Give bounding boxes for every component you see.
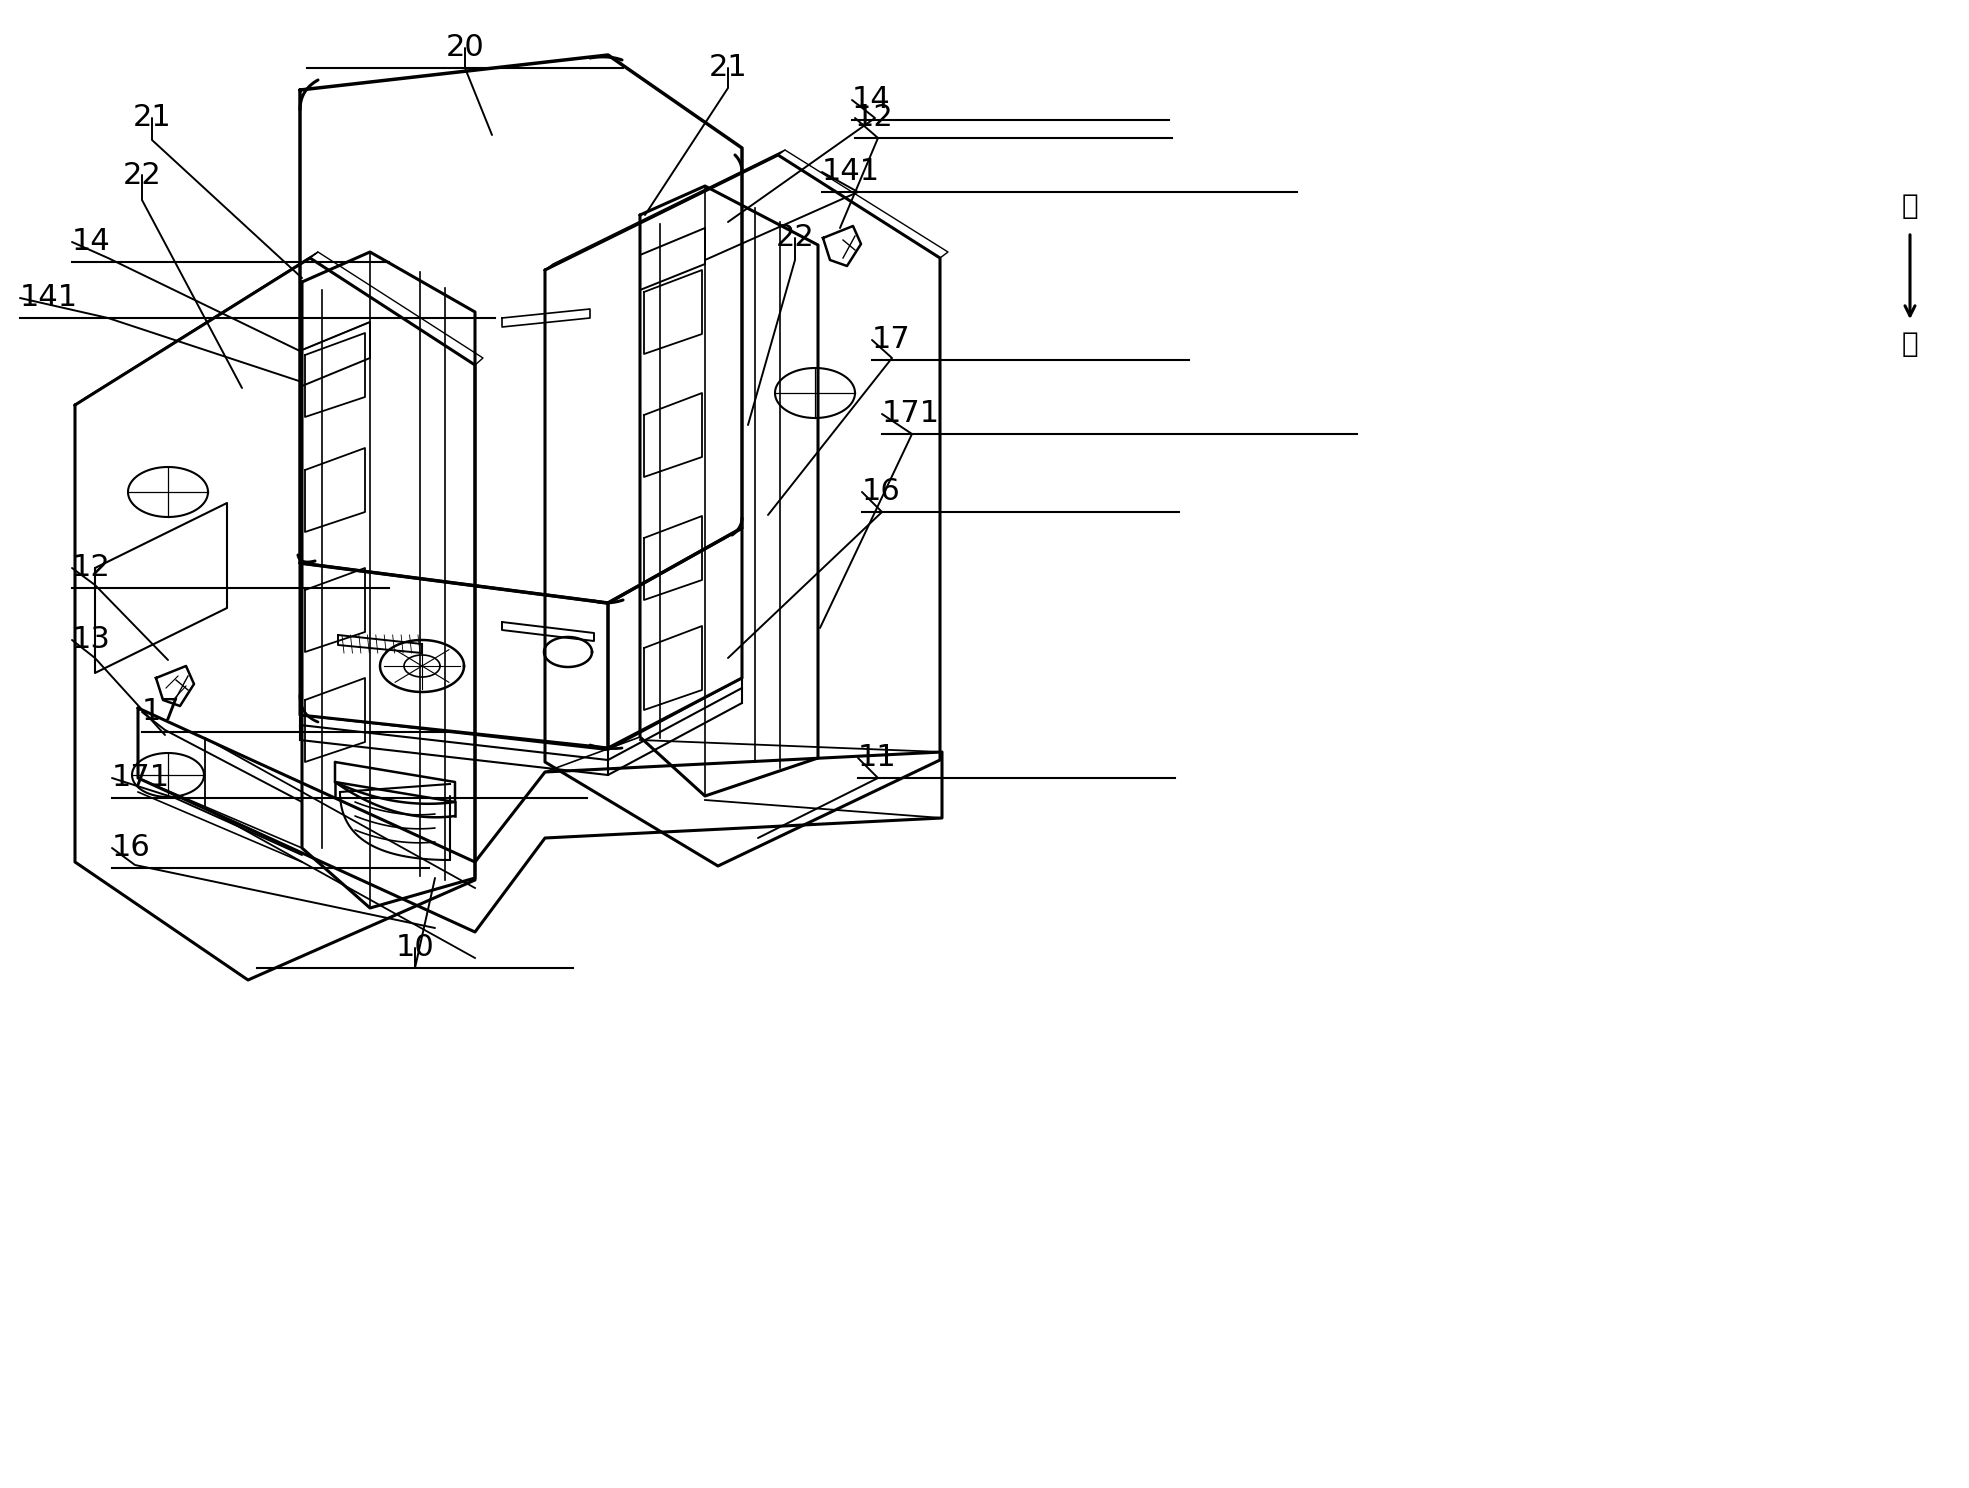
Text: 21: 21 <box>709 54 748 82</box>
Text: 21: 21 <box>132 104 171 132</box>
Text: 22: 22 <box>122 161 161 189</box>
Text: 前: 前 <box>1902 192 1918 220</box>
Text: 141: 141 <box>821 158 880 186</box>
Text: 16: 16 <box>112 833 152 863</box>
Text: 12: 12 <box>73 554 110 582</box>
Text: 11: 11 <box>858 744 896 772</box>
Text: 10: 10 <box>396 933 435 963</box>
Text: 14: 14 <box>73 228 110 256</box>
Text: 后: 后 <box>1902 330 1918 359</box>
Text: 17: 17 <box>872 326 912 354</box>
Text: 13: 13 <box>73 625 110 655</box>
Text: 22: 22 <box>776 223 815 253</box>
Text: 14: 14 <box>853 85 890 115</box>
Text: 171: 171 <box>882 399 939 429</box>
Text: 171: 171 <box>112 763 169 793</box>
Text: 141: 141 <box>20 284 79 312</box>
Text: 16: 16 <box>862 478 900 506</box>
Text: 12: 12 <box>855 104 894 132</box>
Text: 17: 17 <box>142 698 181 726</box>
Text: 20: 20 <box>445 34 484 62</box>
